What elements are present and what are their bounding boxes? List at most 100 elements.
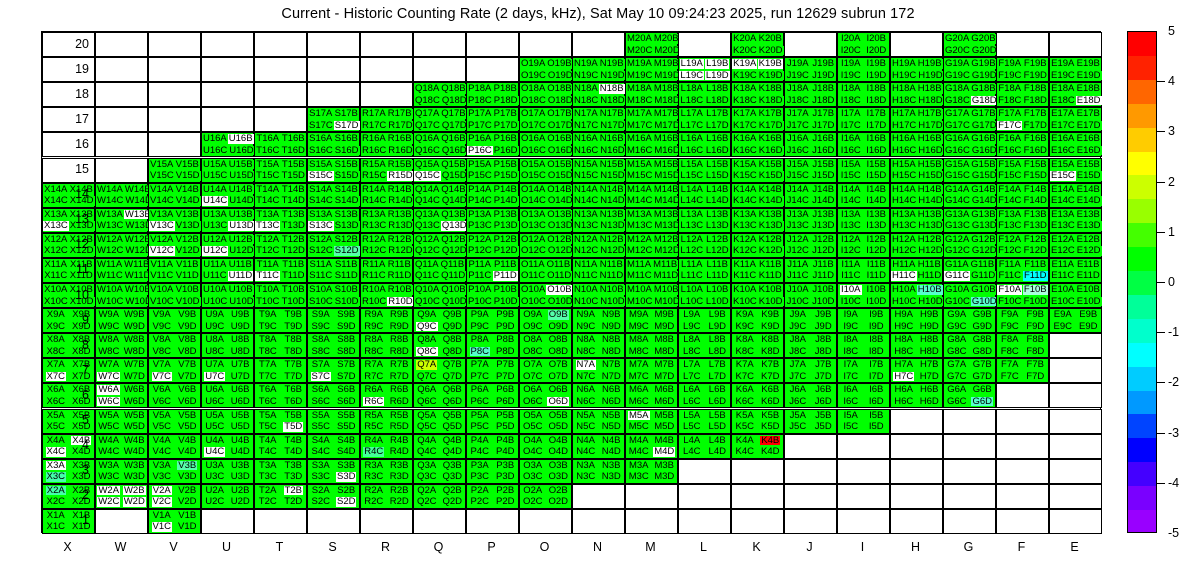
detector-cell[interactable] <box>678 458 731 484</box>
detector-cell[interactable] <box>890 408 943 434</box>
detector-quadrant[interactable]: N10B <box>598 284 625 296</box>
detector-quadrant[interactable]: U7D <box>229 370 251 382</box>
detector-quadrant[interactable]: M4C <box>627 446 650 458</box>
detector-quadrant[interactable]: F9A <box>1000 309 1020 321</box>
detector-cell[interactable] <box>95 508 148 534</box>
detector-quadrant[interactable]: V9C <box>151 320 172 332</box>
detector-quadrant[interactable]: L4D <box>707 446 727 458</box>
detector-quadrant[interactable]: G12A <box>944 233 971 245</box>
detector-cell[interactable]: T4A T4B T4C T4D <box>254 433 307 459</box>
detector-quadrant[interactable]: R8A <box>363 334 384 346</box>
detector-quadrant[interactable]: P2C <box>469 496 490 508</box>
detector-quadrant[interactable]: Q11C <box>414 270 441 282</box>
detector-quadrant[interactable]: I20D <box>865 44 888 56</box>
detector-quadrant[interactable]: R16C <box>361 144 388 156</box>
detector-quadrant[interactable]: W8D <box>122 345 146 357</box>
detector-quadrant[interactable]: Q10C <box>414 295 441 307</box>
detector-quadrant[interactable]: I12A <box>839 233 862 245</box>
detector-quadrant[interactable]: G9C <box>945 320 968 332</box>
detector-quadrant[interactable]: P13C <box>467 220 493 232</box>
detector-quadrant[interactable]: Q4D <box>441 446 464 458</box>
detector-quadrant[interactable]: H7C <box>893 370 915 382</box>
detector-quadrant[interactable]: S12C <box>308 245 334 257</box>
detector-quadrant[interactable]: L11B <box>705 258 729 270</box>
detector-cell[interactable]: X11A X11B X11C X11D <box>42 257 95 283</box>
detector-quadrant[interactable]: T6D <box>283 395 304 407</box>
detector-quadrant[interactable]: I15B <box>865 158 888 170</box>
detector-quadrant[interactable]: I6D <box>867 395 885 407</box>
detector-cell[interactable]: I19A I19B I19C I19D <box>837 57 890 83</box>
detector-quadrant[interactable]: N8D <box>600 345 622 357</box>
detector-cell[interactable]: T11A T11B T11C T11D <box>254 257 307 283</box>
detector-quadrant[interactable]: Q2C <box>415 496 438 508</box>
detector-cell[interactable]: H12A H12B H12C H12D <box>890 232 944 258</box>
detector-cell[interactable]: T14A T14B T14C T14D <box>254 182 307 208</box>
detector-quadrant[interactable]: G16D <box>970 144 998 156</box>
detector-quadrant[interactable]: L11D <box>705 270 730 282</box>
detector-cell[interactable]: T8A T8B T8C T8D <box>254 333 307 359</box>
detector-quadrant[interactable]: H6B <box>919 384 940 396</box>
detector-quadrant[interactable]: L8B <box>707 334 727 346</box>
detector-quadrant[interactable]: S2B <box>336 484 357 496</box>
detector-cell[interactable]: R5A R5B R5C R5D <box>360 408 413 434</box>
detector-quadrant[interactable]: H13B <box>916 208 943 220</box>
detector-quadrant[interactable]: Q11A <box>414 258 440 270</box>
detector-quadrant[interactable]: M10B <box>652 284 680 296</box>
detector-quadrant[interactable]: W10A <box>96 284 124 296</box>
detector-quadrant[interactable]: Q5B <box>441 409 463 421</box>
detector-quadrant[interactable]: V13C <box>149 220 175 232</box>
detector-quadrant[interactable]: V6C <box>151 395 172 407</box>
detector-quadrant[interactable]: T10D <box>280 295 306 307</box>
detector-quadrant[interactable]: W2A <box>97 484 121 496</box>
detector-quadrant[interactable]: E16B <box>1075 133 1101 145</box>
detector-quadrant[interactable]: H11C <box>891 270 917 282</box>
detector-quadrant[interactable]: O15C <box>520 170 547 182</box>
detector-quadrant[interactable]: P5C <box>469 421 490 433</box>
detector-quadrant[interactable]: M18B <box>652 83 680 95</box>
detector-quadrant[interactable]: M19A <box>626 58 653 70</box>
detector-quadrant[interactable]: I14D <box>865 195 888 207</box>
detector-quadrant[interactable]: U6A <box>204 384 225 396</box>
detector-cell[interactable]: J10A J10B J10C J10D <box>784 283 837 309</box>
detector-quadrant[interactable]: F11C <box>997 270 1023 282</box>
detector-quadrant[interactable]: F13A <box>997 208 1023 220</box>
detector-quadrant[interactable]: F15B <box>1022 158 1048 170</box>
detector-quadrant[interactable]: G14C <box>944 195 971 207</box>
detector-cell[interactable]: I20A I20B I20C I20D <box>837 32 890 58</box>
detector-quadrant[interactable]: H15C <box>891 170 918 182</box>
detector-quadrant[interactable]: V6A <box>151 384 172 396</box>
detector-quadrant[interactable]: K15A <box>732 158 758 170</box>
detector-quadrant[interactable]: E14D <box>1075 195 1102 207</box>
detector-quadrant[interactable]: E18A <box>1050 83 1076 95</box>
detector-quadrant[interactable]: W4A <box>97 434 121 446</box>
detector-quadrant[interactable]: T9C <box>257 320 278 332</box>
detector-quadrant[interactable]: M16A <box>626 133 653 145</box>
detector-quadrant[interactable]: J10A <box>785 284 810 296</box>
detector-quadrant[interactable]: J8D <box>813 345 833 357</box>
detector-cell[interactable] <box>360 57 413 83</box>
detector-quadrant[interactable]: G8C <box>945 345 968 357</box>
detector-cell[interactable]: N16A N16B N16C N16D <box>572 132 626 158</box>
detector-quadrant[interactable]: G20B <box>970 33 997 45</box>
detector-cell[interactable]: P6A P6B P6C P6D <box>466 383 519 409</box>
detector-quadrant[interactable]: V10A <box>149 284 175 296</box>
detector-quadrant[interactable]: Q2D <box>441 496 464 508</box>
detector-cell[interactable]: X14A X14B X14C X14D <box>42 182 95 208</box>
detector-quadrant[interactable]: H17C <box>891 119 918 131</box>
detector-cell[interactable] <box>42 132 95 158</box>
detector-quadrant[interactable]: Q16A <box>414 133 441 145</box>
detector-quadrant[interactable]: L17C <box>679 119 705 131</box>
detector-cell[interactable]: I7A I7B I7C I7D <box>837 358 890 384</box>
detector-quadrant[interactable]: H18A <box>891 83 917 95</box>
detector-quadrant[interactable]: T11A <box>255 258 280 270</box>
detector-quadrant[interactable]: K16D <box>757 144 784 156</box>
detector-quadrant[interactable]: K7B <box>760 359 781 371</box>
detector-quadrant[interactable]: G16C <box>944 144 971 156</box>
detector-quadrant[interactable]: S14C <box>308 195 334 207</box>
detector-cell[interactable]: R9A R9B R9C R9D <box>360 308 413 334</box>
detector-quadrant[interactable]: O6C <box>521 395 544 407</box>
detector-quadrant[interactable]: K6D <box>760 395 781 407</box>
detector-quadrant[interactable]: I6C <box>842 395 860 407</box>
detector-cell[interactable] <box>42 57 95 83</box>
detector-quadrant[interactable]: R8B <box>389 334 410 346</box>
